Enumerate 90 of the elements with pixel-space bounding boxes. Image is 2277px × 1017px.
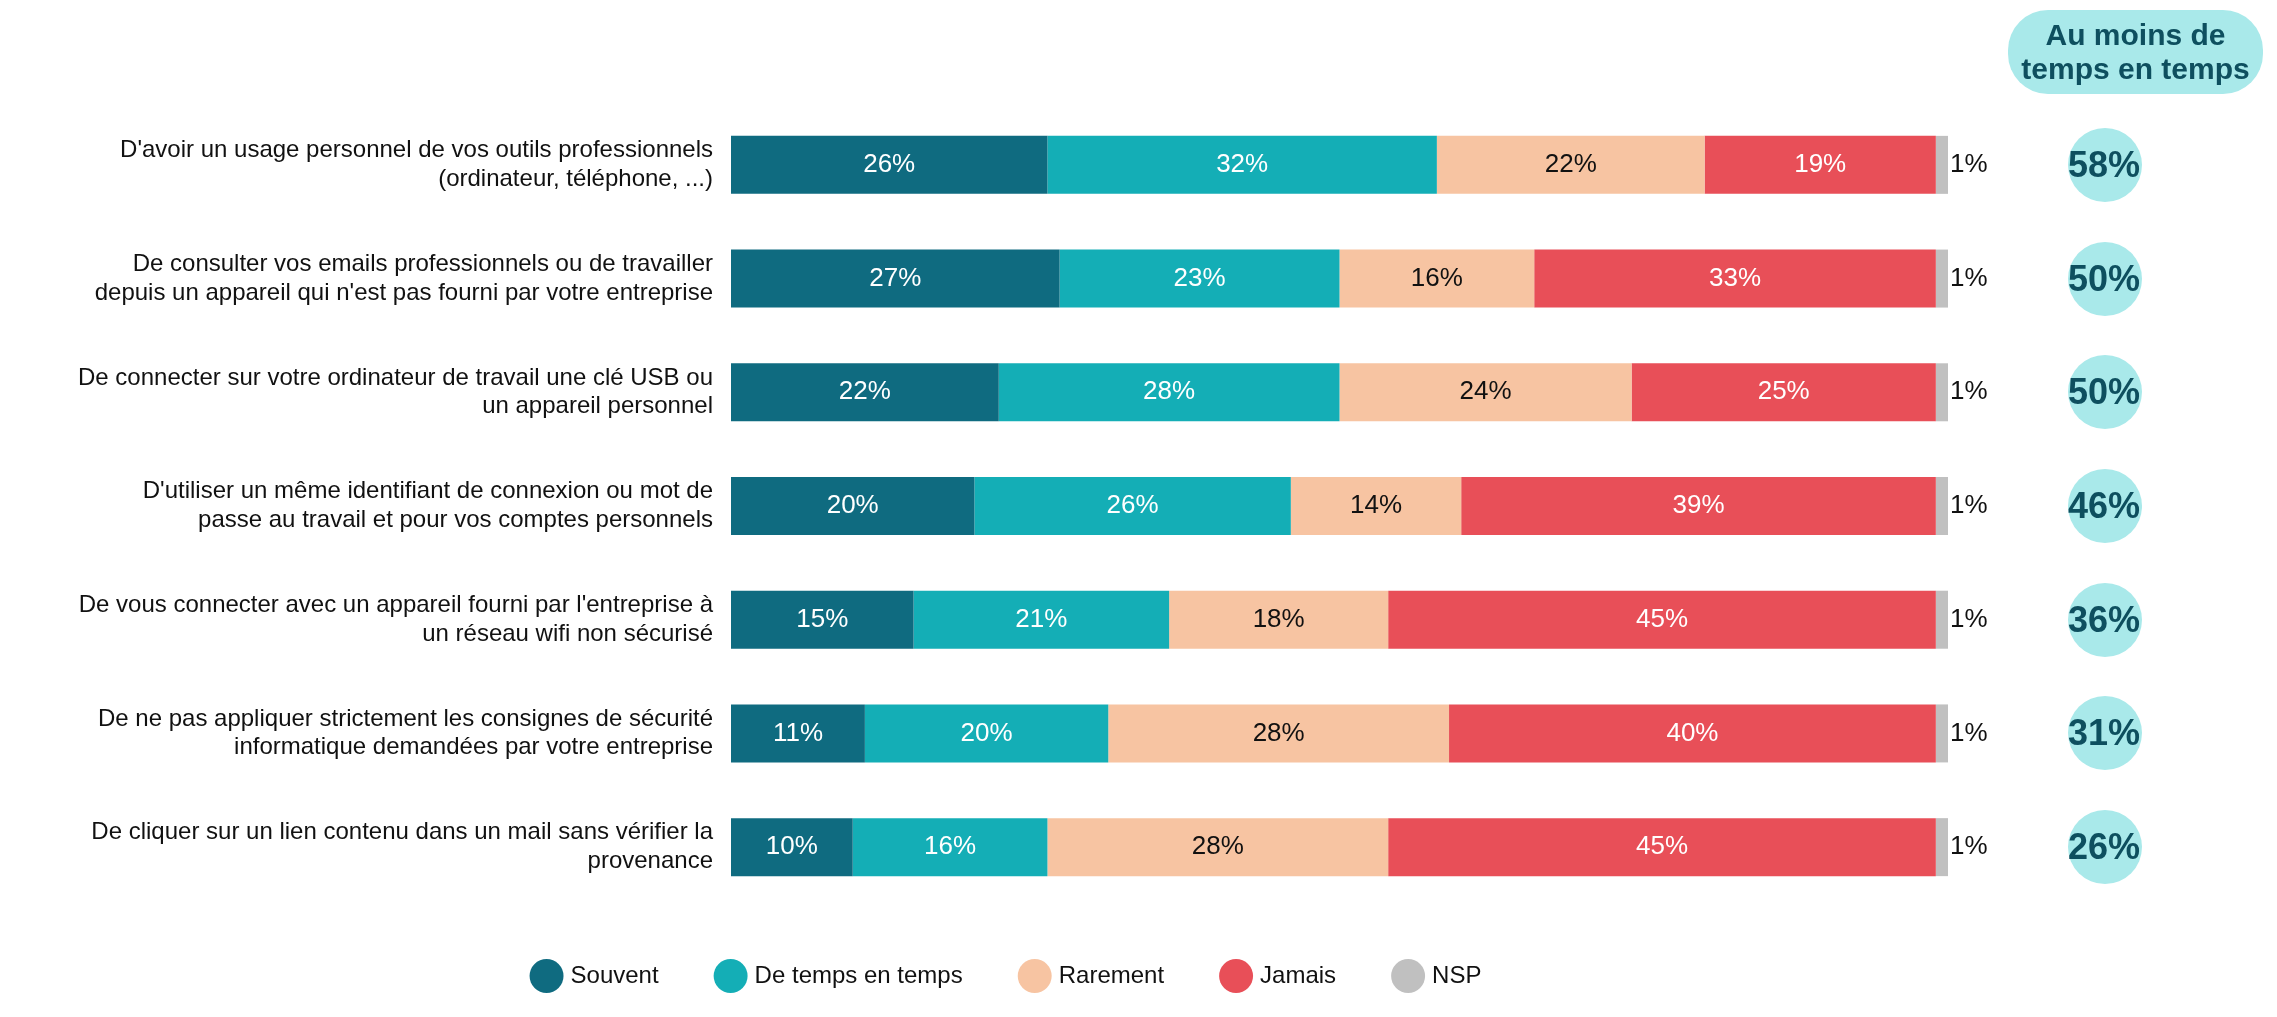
data-label: 1% (1950, 148, 1988, 179)
text: 36% (2068, 598, 2141, 641)
data-label: 1% (1950, 830, 1988, 861)
text: 50% (2068, 257, 2141, 300)
y-tick-label: D'utiliser un même identifiant de connexion ou mot de passe au travail et pour vos comptes personnels (142, 476, 713, 533)
bar (1047, 135, 1437, 194)
bar (1935, 135, 1948, 194)
data-label: 22% (1544, 148, 1597, 179)
legend-label: NSP (1432, 960, 1482, 988)
data-label: 1% (1950, 489, 1988, 520)
bar (1461, 477, 1936, 535)
bar (1339, 363, 1632, 422)
bar (998, 363, 1340, 422)
y-tick-label: De cliquer sur un lien contenu dans un mail sans vérifier la provenance (91, 817, 714, 874)
data-label: 40% (1666, 716, 1719, 747)
bar (1704, 135, 1936, 194)
text: Au moins de temps en temps (2008, 10, 2263, 94)
data-label: 32% (1216, 148, 1269, 179)
data-label: 27% (869, 261, 922, 292)
data-label: 20% (960, 716, 1013, 747)
data-label: 19% (1794, 148, 1847, 179)
bar (852, 818, 1048, 877)
y-tick-label: De connecter sur votre ordinateur de travail une clé USB ou un appareil personnel (77, 362, 713, 419)
data-label: 45% (1635, 830, 1689, 861)
data-label: 24% (1459, 375, 1512, 406)
text: 31% (2068, 712, 2141, 755)
bar (1935, 704, 1948, 763)
text: 26% (2068, 826, 2141, 869)
bar (913, 590, 1170, 649)
data-label: 45% (1635, 602, 1689, 633)
legend-label: Souvent (570, 960, 659, 988)
bar (1534, 249, 1936, 308)
text: 46% (2068, 485, 2141, 527)
bar (1108, 704, 1450, 763)
data-label: 26% (863, 148, 916, 179)
bar (731, 135, 1048, 194)
bar (1290, 477, 1462, 535)
bar (1935, 249, 1948, 308)
bar (1935, 363, 1948, 422)
data-label: 1% (1950, 602, 1988, 633)
data-label: 23% (1173, 261, 1226, 292)
data-label: 28% (1252, 716, 1305, 747)
bar (1339, 249, 1535, 308)
data-label: 11% (772, 716, 823, 747)
bar (1047, 818, 1389, 877)
data-label: 15% (796, 602, 849, 633)
y-tick-label: De ne pas appliquer strictement les consignes de sécurité informatique demandées par votre entreprise (98, 703, 713, 760)
bar (731, 249, 1060, 308)
data-label: 26% (1106, 489, 1159, 520)
y-tick-label: De vous connecter avec un appareil fourni par l'entreprise à un réseau wifi non sécurisé (78, 589, 714, 646)
data-label: 39% (1672, 489, 1725, 520)
legend-label: Rarement (1058, 960, 1165, 988)
data-label: 1% (1950, 261, 1988, 292)
bar (731, 818, 853, 877)
y-tick-label: D'avoir un usage personnel de vos outils professionnels (ordinateur, téléphone, ...) (120, 135, 713, 191)
text: 50% (2068, 371, 2141, 414)
data-label: 22% (838, 375, 891, 406)
data-label: 16% (924, 830, 977, 861)
legend-label: De temps en temps (754, 960, 963, 988)
data-label: 14% (1349, 489, 1403, 520)
bar (864, 704, 1109, 763)
bar (1436, 135, 1705, 194)
data-label: 28% (1143, 375, 1196, 406)
bar (1169, 590, 1389, 649)
bar (731, 704, 865, 763)
bar (1935, 818, 1948, 877)
data-label: 33% (1709, 261, 1762, 292)
bar (1631, 363, 1936, 422)
bar (1935, 590, 1948, 649)
data-label: 20% (826, 489, 879, 520)
bar (1059, 249, 1340, 308)
data-label: 25% (1757, 375, 1810, 406)
text: 58% (2068, 143, 2141, 186)
bar (974, 477, 1291, 535)
y-tick-label: De consulter vos emails professionnels ou de travailler depuis un appareil qui n'est pas fourni par votre entreprise (94, 248, 714, 305)
bar (1449, 704, 1936, 763)
bar (1388, 818, 1936, 877)
data-label: 10% (765, 830, 818, 861)
data-label: 1% (1950, 375, 1988, 406)
bar (1388, 590, 1936, 649)
data-label: 18% (1252, 602, 1305, 633)
bar (1935, 477, 1948, 535)
data-label: 16% (1410, 261, 1463, 292)
data-label: 1% (1950, 716, 1988, 747)
data-label: 28% (1191, 830, 1244, 861)
data-label: 21% (1015, 602, 1068, 633)
bar (731, 477, 975, 535)
legend-label: Jamais (1260, 960, 1337, 988)
bar (731, 363, 999, 422)
bar (731, 590, 914, 649)
